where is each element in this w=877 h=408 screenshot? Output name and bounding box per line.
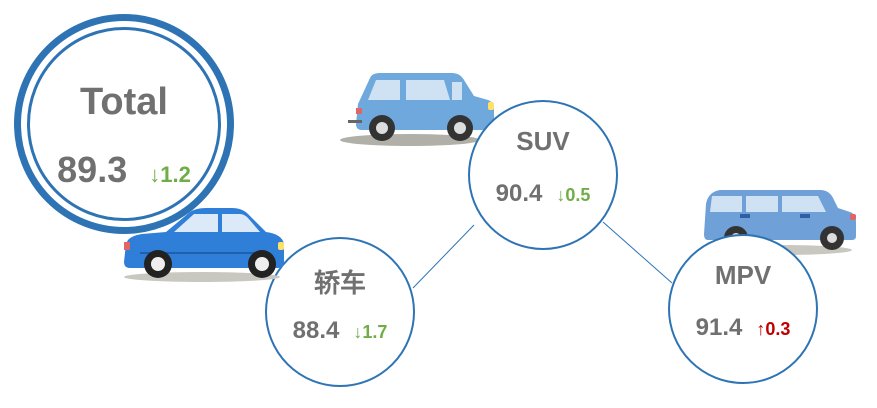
sedan-change: ↓1.7 [353,322,387,342]
sedan-title: 轿车 [313,268,366,298]
suv-mpv-connector [602,221,673,284]
up-arrow-icon: ↑ [756,319,766,339]
sedan-node: 轿车 88.4 ↓1.7 [265,237,415,387]
suv-change-value: 0.5 [565,185,591,205]
total-change-value: 1.2 [160,162,191,187]
total-score: 89.3 [57,149,128,190]
total-title: Total [80,81,168,123]
sedan-value-row: 88.4 ↓1.7 [267,317,413,345]
mpv-value-row: 91.4 ↑0.3 [670,314,816,342]
suv-change: ↓0.5 [556,185,590,205]
suv-node: SUV 90.4 ↓0.5 [468,100,618,250]
mpv-change-value: 0.3 [765,319,791,339]
mpv-title: MPV [714,260,772,290]
sedan-car-icon [124,208,284,282]
mpv-node: MPV 91.4 ↑0.3 [668,234,818,384]
sedan-change-value: 1.7 [362,322,388,342]
mpv-change: ↑0.3 [756,319,790,339]
suv-score: 90.4 [495,180,543,207]
suv-car-icon [340,73,494,146]
suv-value-row: 90.4 ↓0.5 [470,180,616,208]
sedan-suv-connector [412,224,475,289]
down-arrow-icon: ↓ [353,322,363,342]
total-inner-ring [27,27,221,221]
suv-title: SUV [516,126,570,156]
total-change: ↓1.2 [149,162,191,187]
sedan-score: 88.4 [292,317,340,344]
total-node: Total 89.3 ↓1.2 [14,14,234,234]
down-arrow-icon: ↓ [149,162,161,187]
down-arrow-icon: ↓ [556,185,566,205]
mpv-score: 91.4 [695,314,743,341]
total-value-row: 89.3 ↓1.2 [21,149,227,191]
